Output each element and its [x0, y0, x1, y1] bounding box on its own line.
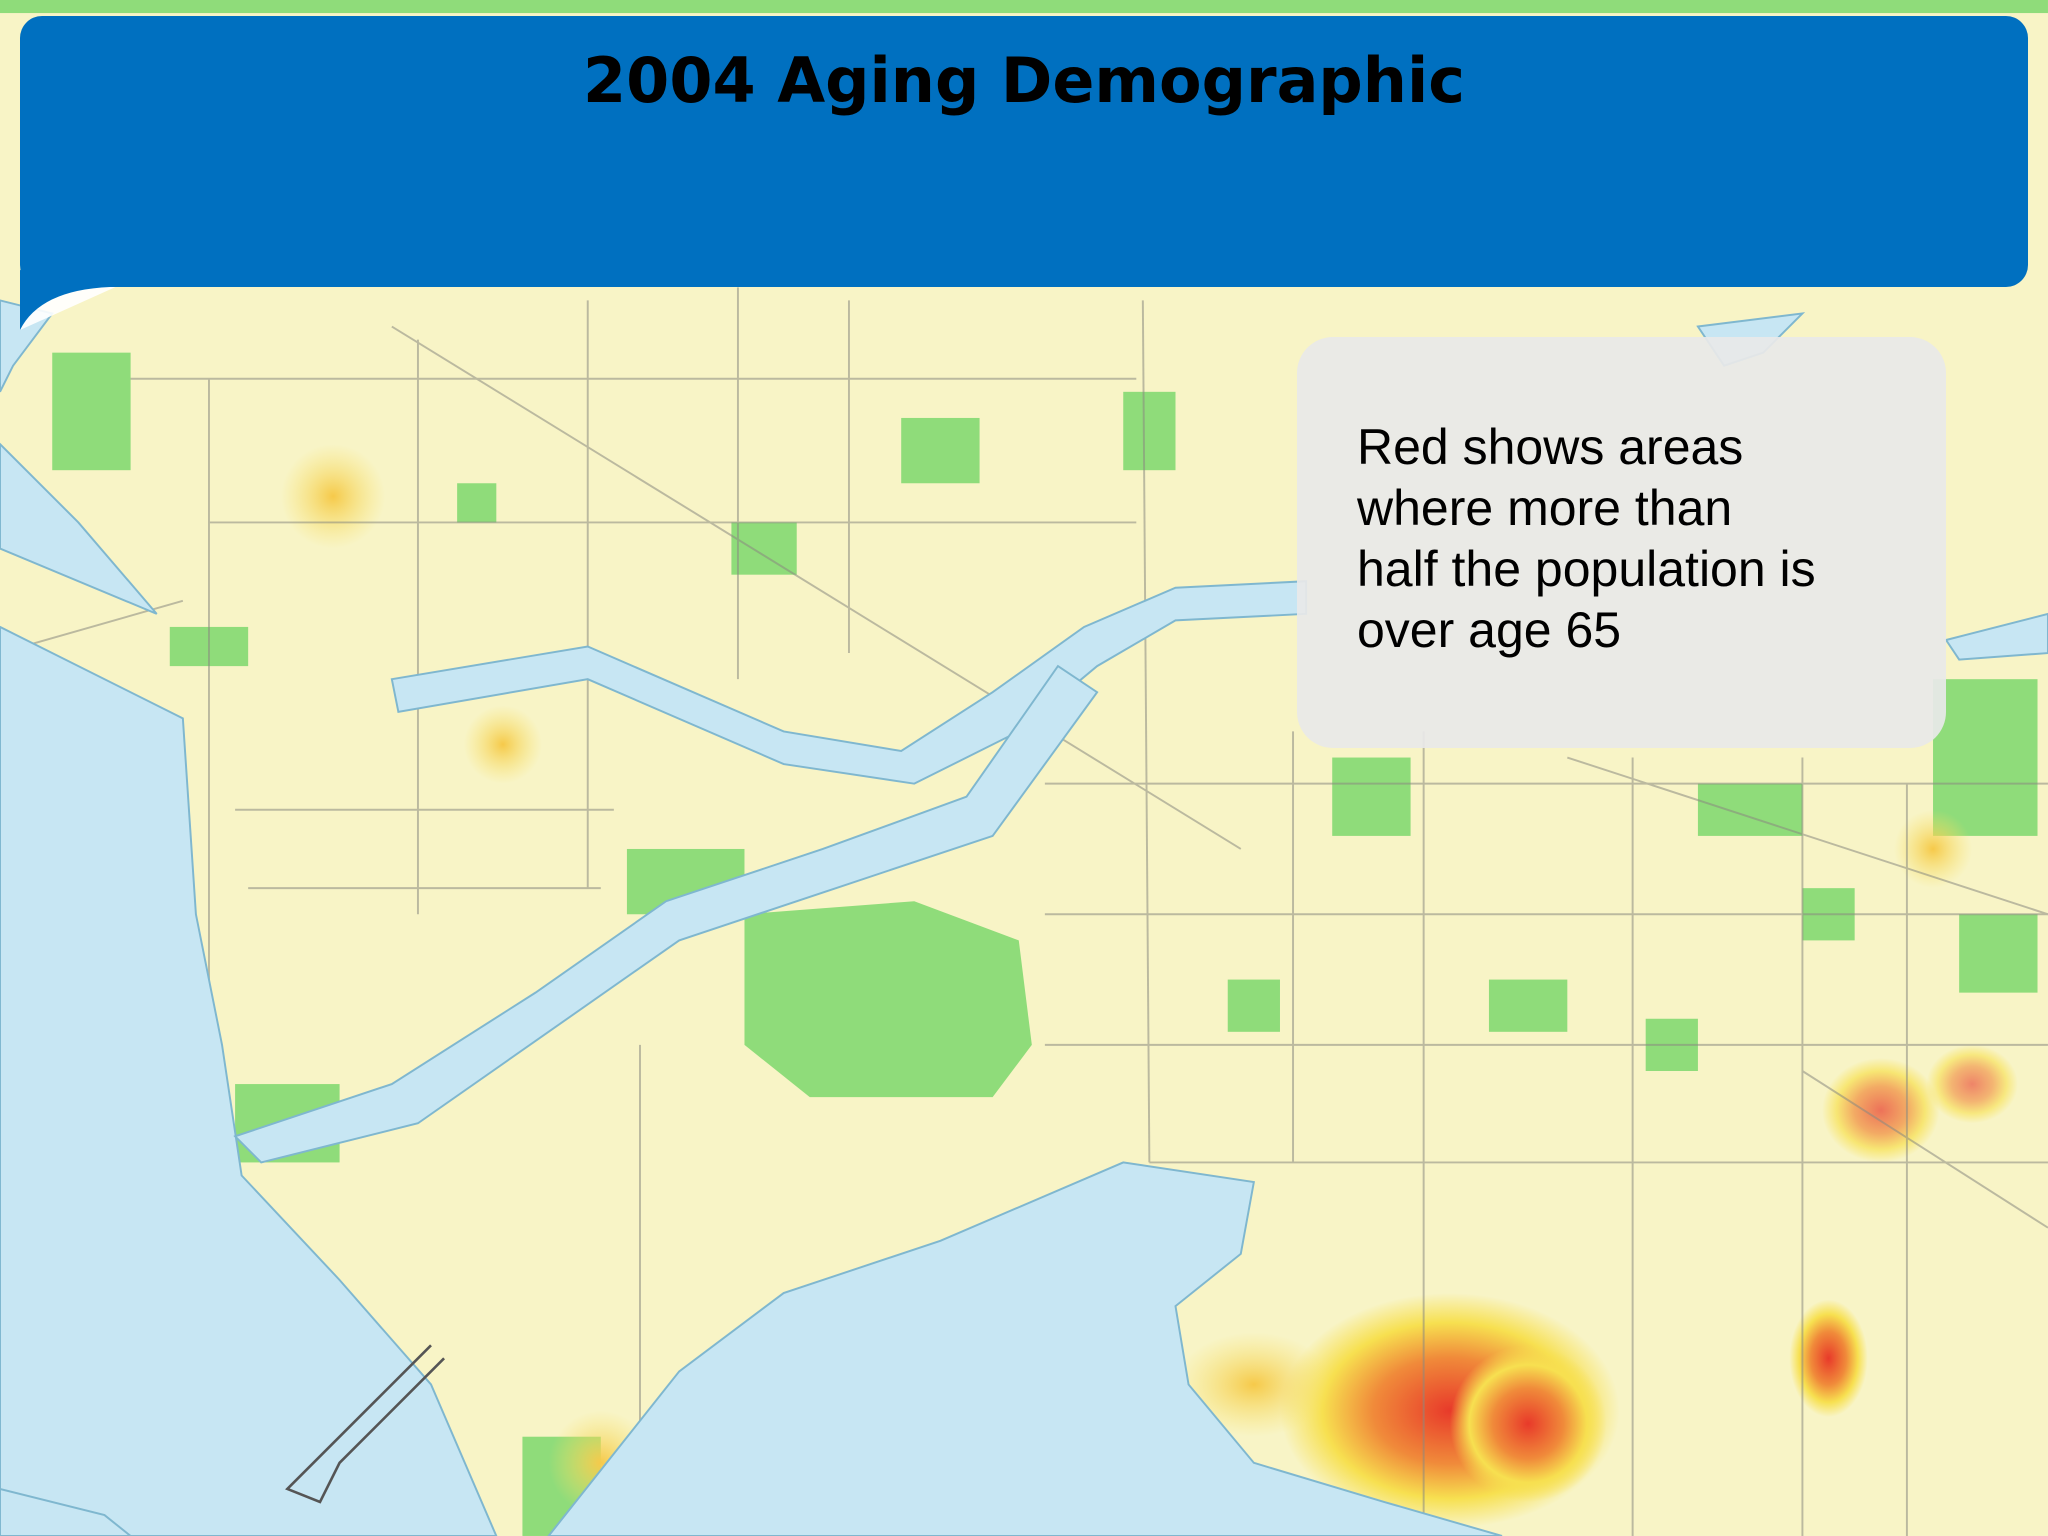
callout-line: half the population is	[1357, 541, 1816, 597]
causeway	[285, 1344, 445, 1504]
header-tail	[20, 270, 110, 330]
callout-text: Red shows areas where more than half the p…	[1357, 417, 1816, 661]
slide-title: 2004 Aging Demographic	[583, 44, 1465, 117]
callout-line: over age 65	[1357, 602, 1622, 658]
water	[0, 299, 2048, 1536]
callout-line: where more than	[1357, 480, 1733, 536]
callout-box: Red shows areas where more than half the p…	[1297, 337, 1946, 748]
header-banner	[20, 16, 2028, 287]
roads	[0, 287, 2048, 1536]
callout-line: Red shows areas	[1357, 419, 1744, 475]
